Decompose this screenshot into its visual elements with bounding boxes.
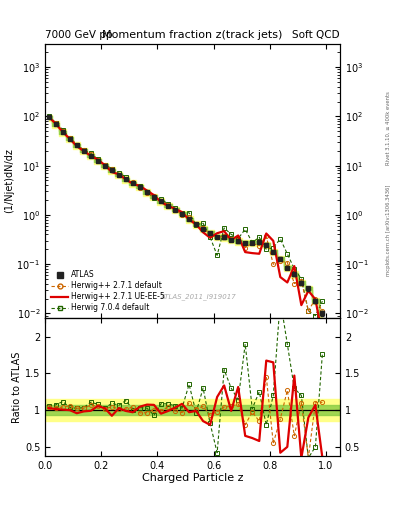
Text: mcplots.cern.ch [arXiv:1306.3436]: mcplots.cern.ch [arXiv:1306.3436] xyxy=(386,185,391,276)
Text: ATLAS_2011_I919017: ATLAS_2011_I919017 xyxy=(161,293,236,300)
Y-axis label: (1/Njet)dN/dz: (1/Njet)dN/dz xyxy=(4,148,14,214)
Text: Soft QCD: Soft QCD xyxy=(292,30,340,40)
Text: Rivet 3.1.10, ≥ 400k events: Rivet 3.1.10, ≥ 400k events xyxy=(386,91,391,165)
Y-axis label: Ratio to ATLAS: Ratio to ATLAS xyxy=(12,351,22,423)
Title: Momentum fraction z(track jets): Momentum fraction z(track jets) xyxy=(103,30,283,40)
X-axis label: Charged Particle z: Charged Particle z xyxy=(142,473,243,483)
Text: 7000 GeV pp: 7000 GeV pp xyxy=(45,30,113,40)
Legend: ATLAS, Herwig++ 2.7.1 default, Herwig++ 2.7.1 UE-EE-5, Herwig 7.0.4 default: ATLAS, Herwig++ 2.7.1 default, Herwig++ … xyxy=(49,268,167,314)
